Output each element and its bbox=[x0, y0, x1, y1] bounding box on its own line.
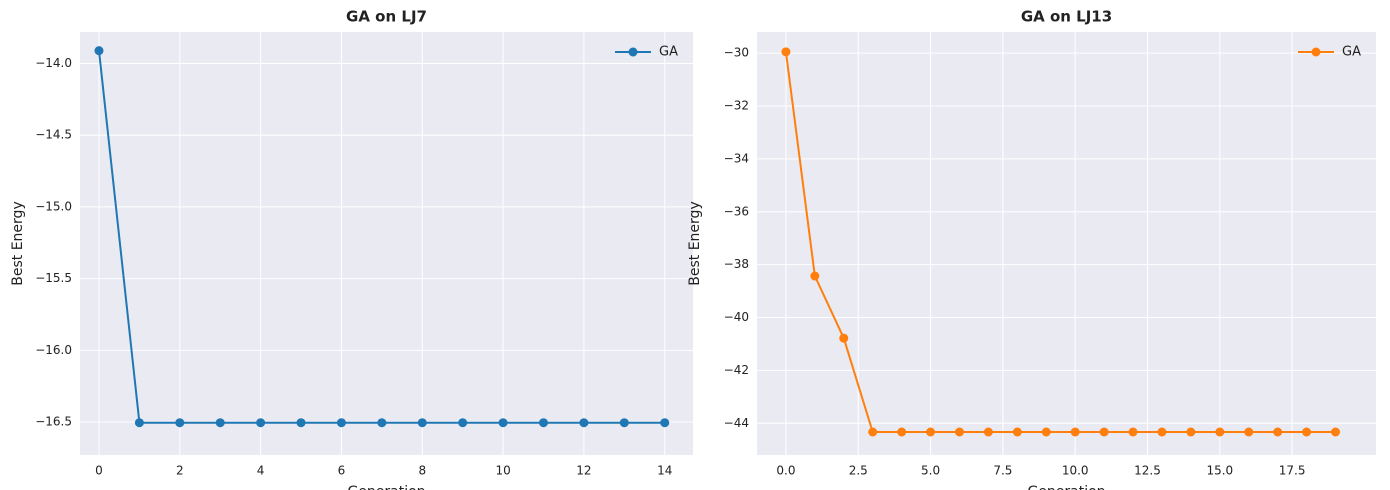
point bbox=[538, 418, 548, 428]
x-tick-label: 2.5 bbox=[849, 464, 868, 478]
point bbox=[377, 418, 387, 428]
x-tick-label: 15.0 bbox=[1206, 464, 1233, 478]
y-tick-label: −40 bbox=[724, 310, 749, 324]
y-tick-label: −14.0 bbox=[35, 56, 72, 70]
point bbox=[810, 271, 820, 281]
x-axis-label: Generation bbox=[347, 484, 425, 490]
point bbox=[1157, 427, 1167, 437]
legend-marker bbox=[628, 47, 638, 57]
x-tick-label: 12.5 bbox=[1134, 464, 1161, 478]
legend-marker bbox=[1311, 47, 1321, 57]
point bbox=[868, 427, 878, 437]
y-tick-label: −44 bbox=[724, 416, 749, 430]
chart-title: GA on LJ7 bbox=[346, 8, 427, 26]
point bbox=[134, 418, 144, 428]
point bbox=[296, 418, 306, 428]
y-tick-label: −15.0 bbox=[35, 199, 72, 213]
series-line bbox=[784, 51, 1336, 433]
y-tick-label: −36 bbox=[724, 204, 749, 218]
x-tick-label: 8 bbox=[418, 464, 426, 478]
x-tick-label: 0.0 bbox=[776, 464, 795, 478]
point bbox=[256, 418, 266, 428]
point bbox=[1099, 427, 1109, 437]
point bbox=[839, 333, 849, 343]
point bbox=[1041, 427, 1051, 437]
y-axis-label: Best Energy bbox=[10, 201, 26, 285]
point bbox=[579, 418, 589, 428]
x-axis-label: Generation bbox=[1027, 484, 1105, 490]
point bbox=[1070, 427, 1080, 437]
point bbox=[897, 427, 907, 437]
chart-panel: −44 −42 −40 −38 −36 −34 −32 −30 0.0 2.5 5.0 7.5 10.0… bbox=[687, 8, 1376, 490]
chart-panel: −16.5 −16.0 −15.5 −15.0 −14.5 −14.0 0 2 4 6 8 10 12 1… bbox=[10, 8, 693, 490]
point bbox=[1273, 427, 1283, 437]
x-tick-label: 5.0 bbox=[921, 464, 940, 478]
point bbox=[498, 418, 508, 428]
point bbox=[619, 418, 629, 428]
legend-label: GA bbox=[1342, 45, 1361, 60]
point bbox=[954, 427, 964, 437]
y-axis-label: Best Energy bbox=[687, 201, 703, 285]
point bbox=[417, 418, 427, 428]
point bbox=[983, 427, 993, 437]
point bbox=[781, 47, 791, 57]
point bbox=[458, 418, 468, 428]
point bbox=[1302, 427, 1312, 437]
point bbox=[926, 427, 936, 437]
point bbox=[660, 418, 670, 428]
y-tick-label: −14.5 bbox=[35, 128, 72, 142]
chart-title: GA on LJ13 bbox=[1021, 8, 1112, 26]
x-tick-label: 0 bbox=[95, 464, 103, 478]
y-tick-label: −30 bbox=[724, 46, 749, 60]
x-tick-label: 14 bbox=[657, 464, 672, 478]
y-tick-label: −42 bbox=[724, 363, 749, 377]
point bbox=[336, 418, 346, 428]
point bbox=[175, 418, 185, 428]
x-tick-label: 6 bbox=[338, 464, 346, 478]
plot-area bbox=[757, 32, 1376, 455]
point bbox=[1215, 427, 1225, 437]
plot-area bbox=[80, 32, 693, 455]
y-tick-label: −34 bbox=[724, 151, 749, 165]
point bbox=[94, 46, 104, 56]
x-tick-label: 4 bbox=[257, 464, 265, 478]
point bbox=[1128, 427, 1138, 437]
x-tick-label: 10.0 bbox=[1062, 464, 1089, 478]
x-tick-label: 7.5 bbox=[993, 464, 1012, 478]
y-tick-label: −38 bbox=[724, 257, 749, 271]
x-tick-label: 10 bbox=[495, 464, 510, 478]
point bbox=[1331, 427, 1341, 437]
x-tick-label: 2 bbox=[176, 464, 184, 478]
y-tick-label: −16.5 bbox=[35, 415, 72, 429]
y-tick-label: −16.0 bbox=[35, 343, 72, 357]
x-tick-label: 12 bbox=[576, 464, 591, 478]
y-tick-label: −15.5 bbox=[35, 271, 72, 285]
y-tick-label: −32 bbox=[724, 99, 749, 113]
point bbox=[215, 418, 225, 428]
point bbox=[1244, 427, 1254, 437]
legend-label: GA bbox=[659, 45, 678, 60]
point bbox=[1012, 427, 1022, 437]
x-tick-label: 17.5 bbox=[1279, 464, 1306, 478]
point bbox=[1186, 427, 1196, 437]
